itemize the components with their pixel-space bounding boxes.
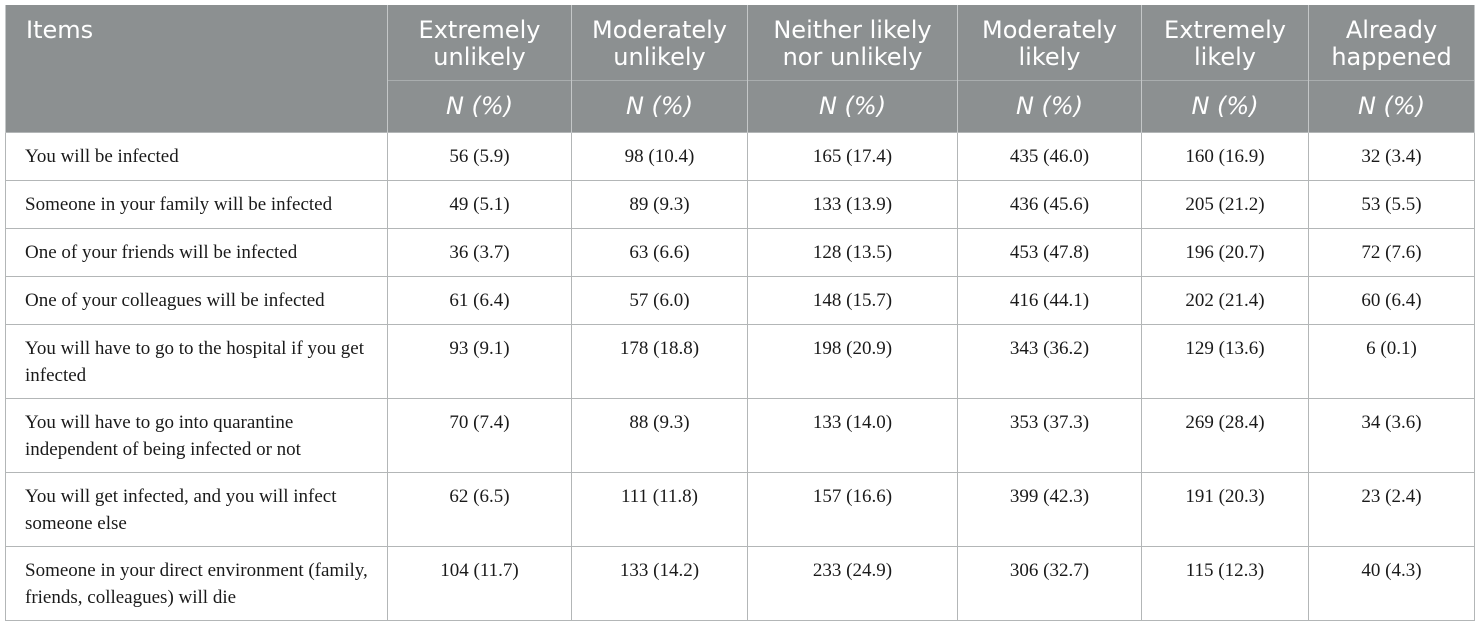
table-cell: 196 (20.7) <box>1141 227 1309 277</box>
table-cell: 269 (28.4) <box>1141 397 1309 473</box>
table-cell: 399 (42.3) <box>957 471 1142 547</box>
table-cell: 98 (10.4) <box>571 131 748 181</box>
row-item-label: You will have to go to the hospital if y… <box>5 323 388 399</box>
table-cell: 160 (16.9) <box>1141 131 1309 181</box>
table-cell: 205 (21.2) <box>1141 179 1309 229</box>
table-cell: 178 (18.8) <box>571 323 748 399</box>
subheader-n-percent: N (%) <box>1141 79 1309 132</box>
header-moderately-unlikely: Moderately unlikely <box>571 5 748 80</box>
table-cell: 53 (5.5) <box>1308 179 1475 229</box>
table-cell: 129 (13.6) <box>1141 323 1309 399</box>
table-cell: 40 (4.3) <box>1308 545 1475 621</box>
row-item-label: Someone in your family will be infected <box>5 179 388 229</box>
table-cell: 157 (16.6) <box>747 471 958 547</box>
table-row: Someone in your family will be infected … <box>5 179 1475 229</box>
likelihood-table: Items Extremely unlikely Moderately unli… <box>5 5 1475 621</box>
table-cell: 198 (20.9) <box>747 323 958 399</box>
table-cell: 416 (44.1) <box>957 275 1142 325</box>
table-cell: 453 (47.8) <box>957 227 1142 277</box>
header-neither: Neither likely nor unlikely <box>747 5 958 80</box>
table-cell: 23 (2.4) <box>1308 471 1475 547</box>
table-cell: 128 (13.5) <box>747 227 958 277</box>
table-row: One of your friends will be infected 36 … <box>5 227 1475 277</box>
table-row: You will have to go to the hospital if y… <box>5 323 1475 399</box>
table-cell: 70 (7.4) <box>387 397 572 473</box>
table-cell: 49 (5.1) <box>387 179 572 229</box>
table-cell: 133 (14.0) <box>747 397 958 473</box>
table-row: You will get infected, and you will infe… <box>5 471 1475 547</box>
subheader-n-percent: N (%) <box>747 79 958 132</box>
table-row: Someone in your direct environment (fami… <box>5 545 1475 621</box>
header-extremely-likely: Extremely likely <box>1141 5 1309 80</box>
table-cell: 133 (14.2) <box>571 545 748 621</box>
table-cell: 63 (6.6) <box>571 227 748 277</box>
header-already-happened: Already happened <box>1308 5 1475 80</box>
table-cell: 72 (7.6) <box>1308 227 1475 277</box>
table-cell: 148 (15.7) <box>747 275 958 325</box>
table-cell: 89 (9.3) <box>571 179 748 229</box>
table-cell: 62 (6.5) <box>387 471 572 547</box>
table-cell: 6 (0.1) <box>1308 323 1475 399</box>
table-cell: 202 (21.4) <box>1141 275 1309 325</box>
subheader-row: N (%) N (%) N (%) N (%) N (%) N (%) <box>6 79 1475 132</box>
table-cell: 60 (6.4) <box>1308 275 1475 325</box>
table-row: One of your colleagues will be infected … <box>5 275 1475 325</box>
table-cell: 191 (20.3) <box>1141 471 1309 547</box>
table-cell: 133 (13.9) <box>747 179 958 229</box>
table-cell: 32 (3.4) <box>1308 131 1475 181</box>
table-cell: 165 (17.4) <box>747 131 958 181</box>
header-row: Items Extremely unlikely Moderately unli… <box>5 5 1475 132</box>
table-cell: 57 (6.0) <box>571 275 748 325</box>
header-extremely-unlikely: Extremely unlikely <box>387 5 572 80</box>
table-cell: 104 (11.7) <box>387 545 572 621</box>
table-cell: 93 (9.1) <box>387 323 572 399</box>
table-row: You will have to go into quarantine inde… <box>5 397 1475 473</box>
table-cell: 233 (24.9) <box>747 545 958 621</box>
subheader-n-percent: N (%) <box>957 79 1142 132</box>
row-item-label: You will have to go into quarantine inde… <box>5 397 388 473</box>
header-items: Items <box>5 5 388 132</box>
row-item-label: One of your friends will be infected <box>5 227 388 277</box>
table-cell: 36 (3.7) <box>387 227 572 277</box>
subheader-n-percent: N (%) <box>571 79 748 132</box>
table-cell: 61 (6.4) <box>387 275 572 325</box>
row-item-label: You will be infected <box>5 131 388 181</box>
subheader-n-percent: N (%) <box>1308 79 1475 132</box>
subheader-n-percent: N (%) <box>387 79 572 132</box>
table-row: You will be infected 56 (5.9) 98 (10.4) … <box>5 131 1475 181</box>
header-moderately-likely: Moderately likely <box>957 5 1142 80</box>
table-cell: 343 (36.2) <box>957 323 1142 399</box>
row-item-label: One of your colleagues will be infected <box>5 275 388 325</box>
table-cell: 353 (37.3) <box>957 397 1142 473</box>
table-cell: 115 (12.3) <box>1141 545 1309 621</box>
table-cell: 111 (11.8) <box>571 471 748 547</box>
table-cell: 88 (9.3) <box>571 397 748 473</box>
table-cell: 435 (46.0) <box>957 131 1142 181</box>
table-cell: 306 (32.7) <box>957 545 1142 621</box>
row-item-label: You will get infected, and you will infe… <box>5 471 388 547</box>
table-cell: 56 (5.9) <box>387 131 572 181</box>
table-cell: 436 (45.6) <box>957 179 1142 229</box>
row-item-label: Someone in your direct environment (fami… <box>5 545 388 621</box>
table-cell: 34 (3.6) <box>1308 397 1475 473</box>
